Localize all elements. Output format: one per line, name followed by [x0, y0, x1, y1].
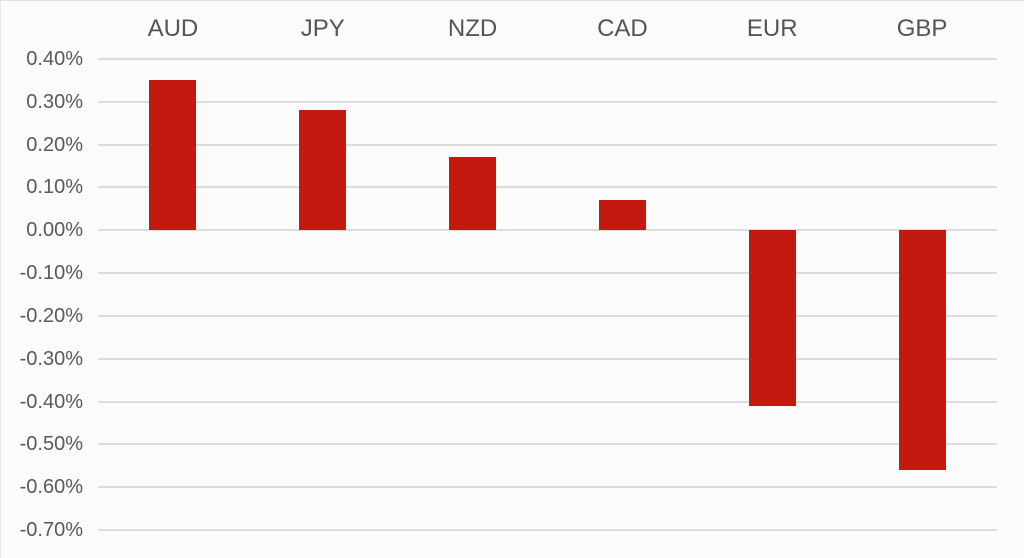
category-label-aud: AUD: [147, 15, 199, 42]
y-axis-tick-label: 0.30%: [26, 90, 83, 113]
y-axis-tick-label: -0.10%: [19, 262, 83, 285]
category-label-nzd: NZD: [447, 15, 498, 42]
gridline-0.00%: [98, 229, 997, 232]
gridline-0.20%: [98, 143, 997, 146]
gridline--0.70%: [98, 529, 997, 531]
y-axis-tick-label: -0.60%: [19, 476, 83, 499]
gridline-0.10%: [98, 186, 997, 189]
gridline--0.30%: [98, 357, 997, 360]
category-label-cad: CAD: [597, 15, 648, 42]
gridline-0.30%: [98, 100, 997, 103]
category-label-eur: EUR: [746, 15, 798, 42]
bar-gbp: [898, 230, 946, 471]
y-axis-tick-label: -0.70%: [19, 519, 83, 541]
bar-eur: [748, 230, 796, 406]
bar-nzd: [449, 157, 497, 231]
y-axis-tick-label: -0.20%: [19, 304, 83, 327]
y-axis-tick-label: 0.10%: [26, 176, 83, 199]
y-axis-tick-label: 0.00%: [26, 219, 83, 242]
category-label-gbp: GBP: [896, 15, 948, 42]
y-axis-tick-label: -0.40%: [19, 390, 83, 413]
gridline--0.40%: [98, 400, 997, 403]
bar-cad: [598, 200, 646, 231]
gridline--0.60%: [98, 486, 997, 489]
gridline--0.10%: [98, 272, 997, 275]
bar-aud: [149, 80, 197, 231]
gridline--0.50%: [98, 443, 997, 446]
y-axis-tick-label: -0.50%: [19, 433, 83, 456]
bar-jpy: [299, 110, 347, 231]
y-axis-tick-label: 0.40%: [26, 48, 83, 70]
category-label-jpy: JPY: [300, 15, 345, 42]
gridline-0.40%: [98, 58, 997, 60]
y-axis-tick-label: -0.30%: [19, 347, 83, 370]
gridline--0.20%: [98, 314, 997, 317]
y-axis-tick-label: 0.20%: [26, 133, 83, 156]
